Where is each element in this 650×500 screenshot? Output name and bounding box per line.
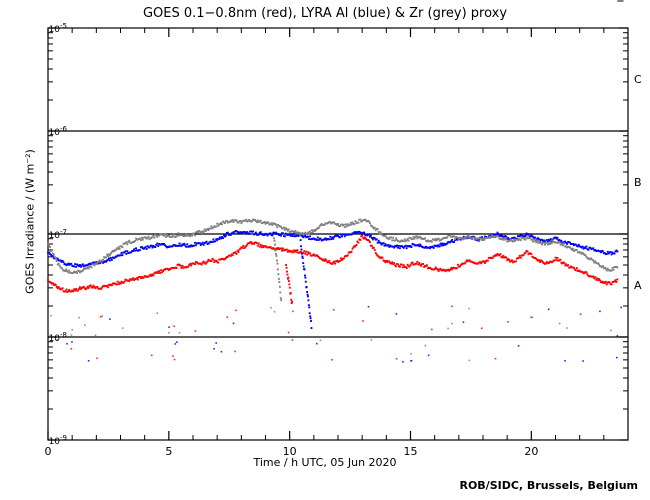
flare-class-label-c: C [634, 72, 642, 86]
y-tick-label: 10-9 [48, 434, 67, 447]
x-tick-label: 0 [44, 445, 52, 458]
zr-dropout-excursion [273, 237, 283, 302]
y-tick-label: 10-8 [48, 331, 67, 344]
series-goes-0-1-0-8nm [47, 0, 624, 362]
lyra-al-dropout-excursion [299, 239, 313, 329]
x-axis-label: Time / h UTC, 05 Jun 2020 [253, 456, 397, 469]
goes-dropout-excursion [285, 264, 294, 305]
series-lyra-al [47, 0, 624, 363]
credit-text: ROB/SIDC, Brussels, Belgium [459, 479, 638, 492]
x-tick-label: 20 [524, 445, 539, 458]
x-tick-label: 10 [282, 445, 297, 458]
series-zr-proxy [47, 0, 624, 362]
y-tick-label: 10-6 [48, 125, 67, 138]
x-tick-label: 15 [403, 445, 418, 458]
x-tick-label: 5 [165, 445, 173, 458]
y-tick-label: 10-5 [48, 22, 67, 35]
chart-title: GOES 0.1−0.8nm (red), LYRA Al (blue) & Z… [142, 6, 508, 21]
y-tick-label: 10-7 [48, 228, 67, 241]
flare-class-label-a: A [634, 278, 642, 292]
flare-class-label-b: B [634, 175, 642, 189]
